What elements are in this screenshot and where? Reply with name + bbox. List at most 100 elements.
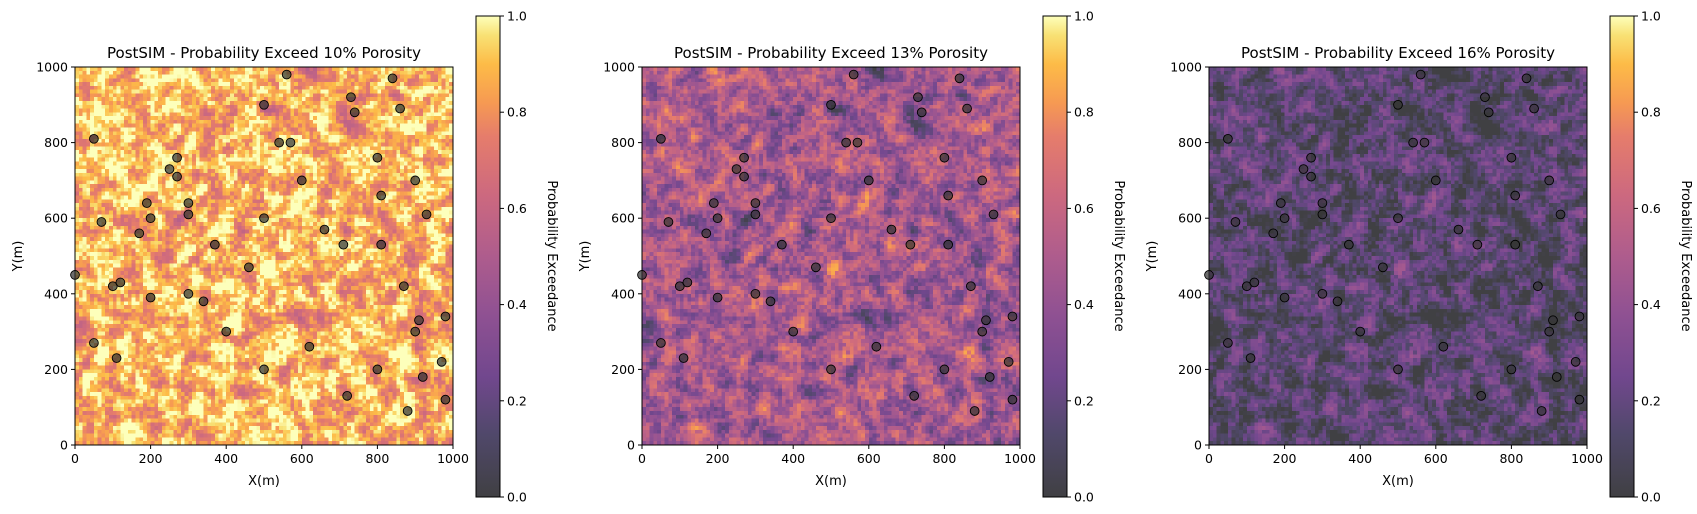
panel-3-well-45: [1548, 315, 1558, 326]
panel-3-well-34: [1483, 107, 1494, 118]
panel-1-well-41: [399, 281, 409, 292]
panel-2-well-13: [739, 152, 749, 163]
panel-3-well-30: [1453, 224, 1464, 235]
panel-2-well-49: [1007, 311, 1018, 322]
panel-1-well-39: [387, 73, 398, 84]
panel-1-well-35: [372, 152, 383, 163]
panel-1-well-42: [402, 406, 413, 416]
panel-3-well-18: [1332, 296, 1343, 307]
panel-3-well-20: [1355, 326, 1366, 337]
panel-3-well-49: [1574, 311, 1585, 322]
panel-3-xtick-label-400: 400: [1348, 451, 1372, 466]
panel-3-xtick-label-600: 600: [1424, 451, 1448, 466]
panel-2-well-44: [977, 326, 988, 337]
panel-3-well-48: [1570, 356, 1581, 367]
panel-3-well-32: [1476, 391, 1487, 401]
panel-1-xtick-label-200: 200: [139, 451, 163, 466]
panel-2-well-19: [777, 239, 787, 250]
panel-3-well-31: [1472, 239, 1483, 250]
panel-1-ytick-label-800: 800: [44, 135, 68, 150]
panel-2-well-3: [663, 217, 674, 227]
panel-2-wells: [637, 69, 1018, 416]
panel-1-well-48: [436, 356, 447, 367]
panel-3-well-40: [1529, 103, 1539, 114]
panel-3-yticks: 0 200 400 600 800 1000: [1170, 60, 1209, 453]
panel-3-colorbar-ticks: 0.0 0.2 0.4 0.6 0.8 1.0: [1634, 9, 1661, 505]
panel-1-well-25: [274, 137, 284, 148]
panel-3-well-47: [1555, 209, 1566, 220]
panel-2-well-18: [765, 296, 776, 307]
panel-3-well-23: [1393, 213, 1403, 224]
panel-1-well-6: [115, 277, 126, 288]
panel-2-well-7: [678, 353, 689, 363]
panel-3-well-19: [1344, 239, 1354, 250]
panel-2-well-15: [750, 198, 761, 208]
panel-3-well-12: [1298, 164, 1309, 174]
panel-1-well-4: [89, 338, 99, 348]
panel-1-well-33: [346, 92, 356, 103]
panel-2-xlabel: X(m): [815, 474, 847, 489]
panel-2-well-45: [981, 315, 991, 326]
panel-2-cbtick-label-1.0: 1.0: [1074, 9, 1094, 24]
panel-1-well-44: [410, 326, 421, 337]
panel-2-colorbar: [1042, 15, 1068, 498]
panel-1-xticks: 0 200 400 600 800 1000: [71, 445, 469, 466]
panel-1-well-15: [183, 198, 194, 208]
panel-2-well-1: [637, 270, 647, 280]
panel-1-title: PostSIM - Probability Exceed 10% Porosit…: [107, 44, 421, 62]
panel-3-well-2: [1223, 133, 1233, 144]
panel-1-well-31: [338, 239, 349, 250]
panel-3-well-43: [1544, 175, 1555, 186]
panel-2-well-14: [739, 171, 749, 182]
panel-3-well-7: [1245, 353, 1256, 363]
panel-3-well-13: [1306, 152, 1316, 163]
panel-2-well-10: [712, 213, 723, 224]
panel-3-title: PostSIM - Probability Exceed 16% Porosit…: [1241, 44, 1555, 62]
panel-1-colorbar-ticks: 0.0 0.2 0.4 0.6 0.8 1.0: [500, 9, 527, 505]
panel-2-xticks: 0 200 400 600 800 1000: [638, 445, 1036, 466]
panel-2-well-22: [826, 99, 836, 110]
panel-3-well-33: [1480, 92, 1490, 103]
panel-2-ylabel: Y(m): [578, 241, 593, 273]
panel-2-cbtick-label-0.8: 0.8: [1074, 105, 1094, 120]
panel-3-well-16: [1317, 209, 1328, 220]
panel-1-xtick-label-400: 400: [214, 451, 238, 466]
panel-3-heatmap: [1209, 67, 1587, 445]
panel-2-ytick-label-0: 0: [627, 438, 635, 453]
panel-3-cbtick-label-0.4: 0.4: [1641, 297, 1661, 312]
panel-1-well-45: [414, 315, 424, 326]
panel-2-well-39: [954, 73, 965, 84]
panel-2-ytick-label-800: 800: [611, 135, 635, 150]
panel-1-ytick-label-400: 400: [44, 286, 68, 301]
panel-1-cbtick-label-0.0: 0.0: [507, 490, 527, 505]
panel-1-ytick-label-1000: 1000: [36, 60, 68, 75]
panel-1-well-46: [417, 372, 428, 382]
panel-1-well-40: [395, 103, 405, 114]
panel-3-well-28: [1430, 175, 1441, 186]
panel-2-well-32: [909, 391, 920, 401]
panel-1-cbtick-label-1.0: 1.0: [507, 9, 527, 24]
panel-3-well-29: [1438, 341, 1449, 352]
panel-1-well-19: [210, 239, 220, 250]
panel-3-cbtick-label-0.6: 0.6: [1641, 201, 1661, 216]
panel-2-cbtick-label-0.4: 0.4: [1074, 297, 1094, 312]
panel-2-well-20: [788, 326, 799, 337]
panel-3-ytick-label-0: 0: [1194, 438, 1202, 453]
panel-1-wells: [70, 69, 451, 416]
panel-3-well-4: [1223, 338, 1233, 348]
panel-1-well-27: [285, 137, 296, 148]
panel-1-cbtick-label-0.4: 0.4: [507, 297, 527, 312]
panel-1-cbtick-label-0.6: 0.6: [507, 201, 527, 216]
panel-2-title: PostSIM - Probability Exceed 13% Porosit…: [674, 44, 988, 62]
panel-1-well-34: [349, 107, 360, 118]
panel-2-ytick-label-200: 200: [611, 362, 635, 377]
panel-2-well-50: [1007, 394, 1018, 405]
panel-2-well-31: [905, 239, 916, 250]
panel-2-heatmap: [642, 67, 1020, 445]
panel-2-cbtick-label-0.2: 0.2: [1074, 393, 1094, 408]
panel-1-well-3: [96, 217, 107, 227]
panel-3-ytick-label-400: 400: [1178, 286, 1202, 301]
panel-1-well-9: [141, 198, 152, 208]
panel-1-well-18: [198, 296, 209, 307]
panel-1-ytick-label-600: 600: [44, 211, 68, 226]
